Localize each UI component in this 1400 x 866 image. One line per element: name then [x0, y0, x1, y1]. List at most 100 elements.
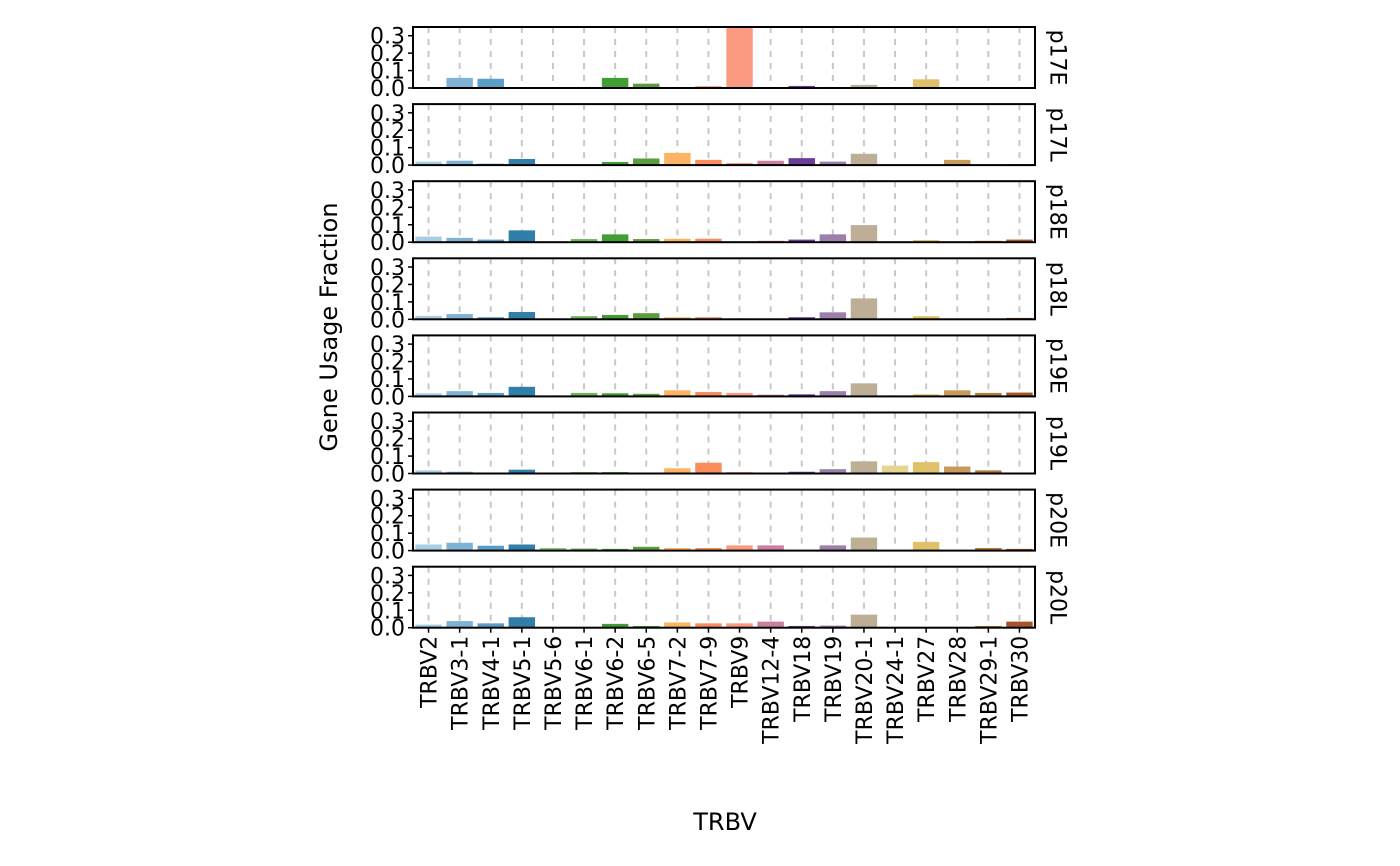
facet-strip-label: p20E — [1045, 492, 1070, 548]
bar-p17E-TRBV6-2 — [601, 77, 629, 88]
y-tick-label: 0.3 — [370, 102, 405, 127]
bar-p17L-TRBV7-2 — [664, 152, 691, 166]
y-tick-label: 0.1 — [370, 445, 405, 470]
y-tick-label: 0.1 — [370, 137, 405, 162]
y-tick-label: 0.3 — [370, 487, 405, 512]
bar-p19E-TRBV29-1 — [975, 392, 1002, 397]
bar-p20E-TRBV20-1 — [850, 537, 878, 551]
x-tick-label: TRBV7-2 — [666, 636, 691, 731]
bar-p19L-TRBV2 — [415, 470, 442, 474]
bar-p17L-TRBV12-4 — [757, 160, 784, 166]
y-tick-label: 0.2 — [370, 428, 405, 453]
bar-p18L-TRBV6-5 — [633, 313, 660, 320]
x-tick-label: TRBV30 — [1008, 636, 1033, 723]
y-tick-label: 0.1 — [370, 60, 405, 85]
bar-p18E-TRBV5-1 — [508, 230, 536, 243]
y-tick-label: 0.2 — [370, 119, 405, 144]
x-tick-label: TRBV19 — [822, 636, 847, 723]
bar-p17E-TRBV4-1 — [477, 78, 504, 88]
bar-p18L-TRBV6-1 — [570, 316, 598, 320]
bar-p18L-TRBV2 — [415, 315, 442, 320]
bar-p17E-TRBV27 — [912, 79, 940, 88]
x-tick-label: TRBV3-1 — [449, 636, 474, 731]
bar-p18L-TRBV5-1 — [508, 311, 536, 320]
bar-p20E-TRBV9 — [726, 545, 753, 551]
bar-p18L-TRBV6-2 — [601, 314, 629, 320]
y-tick-label: 0.0 — [370, 385, 405, 410]
bar-p19L-TRBV7-9 — [695, 462, 722, 474]
x-tick-label: TRBV12-4 — [760, 636, 785, 745]
panel-frame — [412, 257, 1036, 321]
x-tick-labels: TRBV2 TRBV3-1 TRBV4-1 TRBV5-1 TRBV5-6 TRBV6-1… — [418, 627, 1033, 745]
bar-p18L-TRBV7-2 — [664, 317, 691, 320]
bar-p18E-TRBV19 — [819, 234, 847, 243]
bar-p20E-TRBV6-1 — [570, 548, 598, 551]
bar-p18L-TRBV19 — [819, 312, 847, 320]
bar-p19E-TRBV27 — [912, 394, 940, 397]
bar-p20L-TRBV7-9 — [695, 623, 722, 628]
bar-p18E-TRBV4-1 — [477, 239, 504, 243]
x-tick-label: TRBV9 — [729, 636, 754, 709]
bar-p19E-TRBV3-1 — [446, 391, 473, 397]
y-tick-label: 0.3 — [370, 179, 405, 204]
bar-p20L-TRBV19 — [819, 625, 847, 628]
x-tick-label: TRBV18 — [791, 636, 816, 723]
bar-p19L-TRBV28 — [944, 466, 971, 474]
facet-strip-label: p17E — [1045, 30, 1070, 86]
facet-strip-label: p20L — [1045, 570, 1070, 625]
bar-p20L-TRBV5-1 — [508, 617, 536, 628]
bar-p17E-TRBV6-5 — [633, 83, 660, 88]
panel-frame — [412, 565, 1036, 629]
bar-p20L-TRBV9 — [726, 623, 753, 628]
bar-p17E-TRBV18 — [788, 85, 815, 88]
bar-p19E-TRBV7-2 — [664, 390, 691, 397]
bar-p17L-TRBV28 — [944, 159, 971, 166]
bar-p18L-TRBV18 — [788, 317, 815, 320]
facet-panel-p20L: 0.00.10.20.3 p20L — [370, 564, 1070, 641]
y-tick-label: 0.0 — [370, 540, 405, 565]
bar-p17E-TRBV9 — [726, 27, 753, 88]
bar-p18E-TRBV18 — [788, 239, 815, 243]
y-tick-label: 0.3 — [370, 333, 405, 358]
bar-p20E-TRBV12-4 — [757, 545, 784, 551]
bar-p18L-TRBV7-9 — [695, 317, 722, 320]
x-tick-label: TRBV6-2 — [604, 636, 629, 731]
bar-p18E-TRBV7-9 — [695, 238, 722, 243]
y-tick-label: 0.0 — [370, 308, 405, 333]
bar-p20E-TRBV5-6 — [539, 547, 567, 551]
bar-p20L-TRBV4-1 — [477, 623, 504, 628]
facet-strip-label: p18E — [1045, 184, 1070, 240]
x-tick-label: TRBV5-6 — [542, 636, 567, 731]
bar-p18E-TRBV6-5 — [633, 239, 660, 243]
panel-frame — [412, 488, 1036, 552]
bar-p17L-TRBV7-9 — [695, 159, 722, 166]
bar-p19L-TRBV7-2 — [664, 468, 691, 474]
bar-p19E-TRBV6-2 — [601, 393, 629, 397]
x-tick-label: TRBV6-5 — [635, 636, 660, 731]
bar-p17L-TRBV3-1 — [446, 160, 473, 166]
bar-p19E-TRBV6-5 — [633, 393, 660, 397]
x-tick-label: TRBV24-1 — [884, 636, 909, 745]
bar-p20L-TRBV6-2 — [601, 623, 629, 628]
panel-frame — [412, 180, 1036, 244]
bar-p19L-TRBV29-1 — [975, 470, 1002, 474]
y-tick-label: 0.2 — [370, 505, 405, 530]
bar-p19E-TRBV5-1 — [508, 386, 536, 397]
y-tick-label: 0.1 — [370, 368, 405, 393]
x-tick-label: TRBV2 — [418, 636, 443, 709]
y-tick-label: 0.1 — [370, 599, 405, 624]
facet-panel-p19E: 0.00.10.20.3 p19E — [370, 333, 1070, 410]
bar-p18L-TRBV20-1 — [850, 298, 878, 320]
x-axis-title: TRBV — [692, 808, 757, 836]
bar-p20L-TRBV3-1 — [446, 621, 473, 628]
y-tick-label: 0.2 — [370, 582, 405, 607]
bar-p19E-TRBV19 — [819, 391, 847, 397]
x-tick-label: TRBV29-1 — [977, 636, 1002, 745]
y-tick-label: 0.0 — [370, 231, 405, 256]
y-tick-label: 0.0 — [370, 77, 405, 102]
x-tick-label: TRBV6-1 — [573, 636, 598, 731]
bar-p17L-TRBV2 — [415, 161, 442, 166]
bar-p20L-TRBV2 — [415, 624, 442, 628]
